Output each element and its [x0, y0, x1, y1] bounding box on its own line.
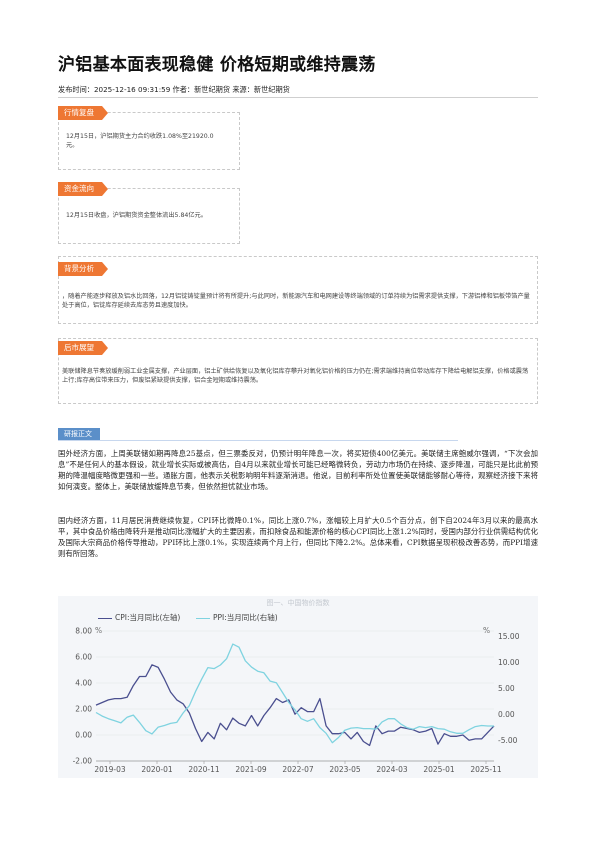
section-tag-outlook: 后市展望: [58, 341, 108, 355]
legend-ppi-label: PPI:当月同比(右轴): [213, 613, 278, 622]
chart-title: 图一、中国物价指数: [266, 599, 330, 607]
left-tick-label: -2.00: [73, 757, 93, 766]
market-review-box: [58, 112, 240, 170]
right-axis-unit: %: [483, 626, 491, 635]
background-box: [58, 256, 538, 324]
legend-ppi-swatch: [196, 617, 210, 619]
article-title: 沪铝基本面表现稳健 价格短期或维持震荡: [58, 55, 376, 75]
chart-plot: 8.00 6.00 4.00 2.00 0.00 -2.00 15.00 10.00 5.00 0…: [73, 627, 520, 775]
article-meta: 发布时间：2025-12-16 09:31:59 作者：新世纪期货 来源：新世纪…: [58, 85, 290, 94]
x-tick-label: 2021-09: [235, 765, 267, 774]
x-tick-label: 2025-11: [470, 765, 502, 774]
x-tick-label: 2022-07: [282, 765, 314, 774]
ppi-series-line: [95, 643, 494, 744]
section-tag-market-review: 行情复盘: [58, 106, 108, 120]
background-text: ，随着产能逐步释放及铝水比回落，12月铝锭铸锭量预计将有所提升;与此同时，新能源…: [62, 293, 530, 309]
section-tag-background: 背景分析: [58, 262, 108, 276]
price-index-chart: 图一、中国物价指数 CPI:当月同比(左轴) PPI:当月同比(右轴) % % …: [58, 596, 538, 778]
left-tick-label: 6.00: [75, 653, 92, 662]
left-tick-label: 8.00: [75, 627, 92, 636]
market-review-text: 12月15日，沪铝期货主力合约收跌1.08%至21920.0元。: [66, 133, 214, 149]
left-tick-label: 0.00: [75, 731, 92, 740]
legend-cpi-label: CPI:当月同比(左轴): [115, 613, 181, 622]
x-tick-label: 2020-01: [141, 765, 173, 774]
right-tick-label: 15.00: [498, 632, 520, 641]
outlook-text: 美联储降息节奏放缓削弱工业金属支撑，产业层面，铝土矿供给恢复以及氧化铝库存攀升对…: [62, 368, 529, 384]
right-tick-label: -5.00: [498, 736, 518, 745]
cpi-series-line: [95, 664, 495, 747]
legend-ppi: PPI:当月同比(右轴): [196, 612, 278, 623]
research-tag: 研报正文: [58, 428, 100, 440]
legend-cpi: CPI:当月同比(左轴): [98, 612, 180, 623]
outlook-box: [58, 338, 538, 404]
fund-flow-text: 12月15日收盘，沪铝期货资金整体流出5.84亿元。: [66, 212, 207, 219]
right-tick-label: 5.00: [498, 684, 515, 693]
x-tick-label: 2023-05: [329, 765, 361, 774]
right-tick-label: 0.00: [498, 710, 515, 719]
x-tick-label: 2020-11: [188, 765, 220, 774]
fund-flow-box: [58, 188, 240, 244]
paragraph-overseas: 国外经济方面，上周美联储如期再降息25基点，但三票委反对，仍预计明年降息一次，将…: [58, 449, 538, 491]
left-axis-unit: %: [95, 626, 103, 635]
left-tick-label: 2.00: [75, 705, 92, 714]
left-tick-label: 4.00: [75, 679, 92, 688]
x-tick-label: 2024-03: [376, 765, 408, 774]
legend-cpi-swatch: [98, 617, 112, 619]
research-divider: [58, 440, 458, 441]
x-tick-label: 2019-03: [94, 765, 126, 774]
section-tag-fund-flow: 资金流向: [58, 182, 108, 196]
x-tick-label: 2025-01: [423, 765, 455, 774]
right-tick-label: 10.00: [498, 658, 520, 667]
paragraph-domestic: 国内经济方面，11月居民消费继续恢复，CPI环比微降0.1%，同比上涨0.7%，…: [58, 516, 538, 558]
meta-divider: [58, 97, 538, 98]
